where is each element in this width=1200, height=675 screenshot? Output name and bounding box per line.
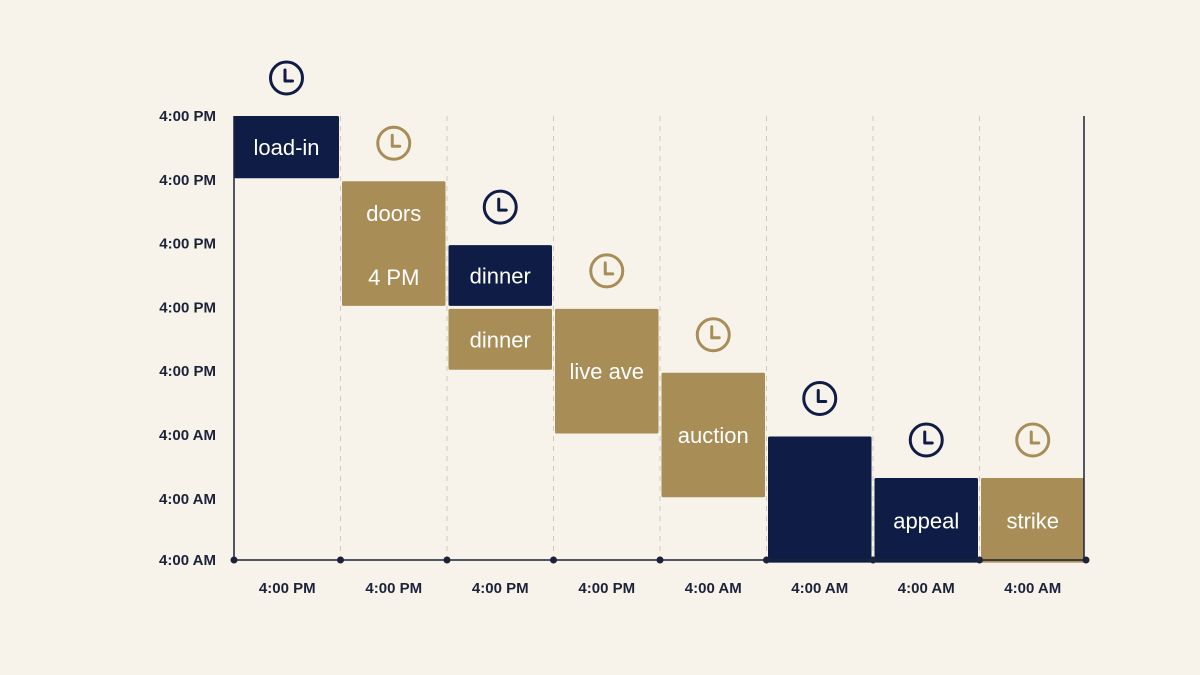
x-tick-label: 4:00 PM	[259, 580, 316, 597]
clock-face	[376, 125, 412, 161]
x-tick-label: 4:00 PM	[365, 580, 422, 597]
bar-1	[342, 181, 446, 306]
clock-hands	[390, 133, 402, 148]
clock-hands	[603, 261, 615, 276]
axis-dot	[230, 556, 238, 564]
axis-dot	[763, 556, 770, 564]
bar-7	[874, 477, 978, 563]
bars: load-in doors 4 PM dinner dinner live ave auct…	[234, 116, 1085, 563]
axis-dot	[550, 556, 557, 564]
bar-label: doors	[366, 201, 421, 226]
bar-4	[555, 308, 659, 434]
y-tick-label: 4:00 AM	[159, 491, 216, 508]
axis-dot	[976, 556, 983, 564]
bar-label: load-in	[253, 135, 319, 160]
bar-label: dinner	[470, 264, 531, 289]
y-tick-label: 4:00 PM	[159, 299, 216, 316]
x-tick-label: 4:00 PM	[578, 580, 635, 597]
grid-lines	[340, 116, 980, 560]
bar-label: dinner	[470, 327, 531, 352]
bar-0	[234, 116, 339, 179]
clock-icon	[695, 317, 731, 353]
y-tick-labels: 4:00 PM 4:00 PM 4:00 PM 4:00 PM 4:00 PM 4:00 …	[159, 108, 216, 569]
clock-face	[695, 317, 731, 353]
clock-icon	[482, 189, 518, 225]
axes	[230, 116, 1090, 564]
x-tick-label: 4:00 PM	[472, 580, 529, 597]
axis-dot	[656, 556, 664, 564]
bar-label: live ave	[569, 359, 644, 384]
clock-icon	[1015, 422, 1051, 458]
x-tick-label: 4:00 AM	[1004, 580, 1061, 597]
clock-face	[908, 422, 944, 458]
axis-dot	[443, 556, 451, 564]
y-tick-label: 4:00 AM	[159, 427, 216, 444]
clock-face	[802, 381, 838, 416]
clock-icons	[269, 60, 1051, 458]
bar-5	[661, 372, 765, 498]
clock-hands	[816, 389, 828, 403]
clock-hands	[1029, 430, 1041, 445]
bar-2	[448, 245, 552, 306]
axis-dot	[869, 556, 877, 564]
clock-face	[482, 189, 518, 225]
clock-hands	[497, 197, 508, 212]
x-tick-label: 4:00 AM	[898, 580, 955, 597]
bar-label: auction	[678, 423, 749, 448]
clock-hands	[283, 68, 294, 83]
clock-hands	[923, 430, 934, 445]
x-tick-labels: 4:00 PM 4:00 PM 4:00 PM 4:00 PM 4:00 AM 4:00 …	[259, 580, 1061, 597]
clock-icon	[589, 253, 625, 289]
clock-icon	[802, 381, 838, 416]
x-tick-label: 4:00 AM	[791, 580, 848, 597]
clock-icon	[269, 60, 304, 96]
y-tick-label: 4:00 PM	[159, 236, 216, 253]
y-tick-label: 4:00 PM	[159, 363, 216, 380]
axis-dot	[337, 556, 344, 564]
bar-label: appeal	[893, 508, 959, 533]
clock-icon	[376, 125, 412, 161]
x-tick-label: 4:00 AM	[685, 580, 742, 597]
bar-6	[768, 436, 872, 563]
y-tick-label: 4:00 AM	[159, 552, 216, 569]
bar-3	[448, 308, 552, 370]
bar-label: strike	[1006, 508, 1059, 533]
y-tick-label: 4:00 PM	[159, 172, 216, 189]
bar-8	[981, 477, 1085, 563]
clock-face	[269, 60, 304, 96]
clock-face	[1015, 422, 1051, 458]
bar-label: 4 PM	[368, 265, 419, 290]
clock-hands	[710, 325, 721, 340]
clock-icon	[908, 422, 944, 458]
y-tick-label: 4:00 PM	[159, 108, 216, 125]
axis-dot	[1082, 556, 1090, 564]
clock-face	[589, 253, 625, 289]
